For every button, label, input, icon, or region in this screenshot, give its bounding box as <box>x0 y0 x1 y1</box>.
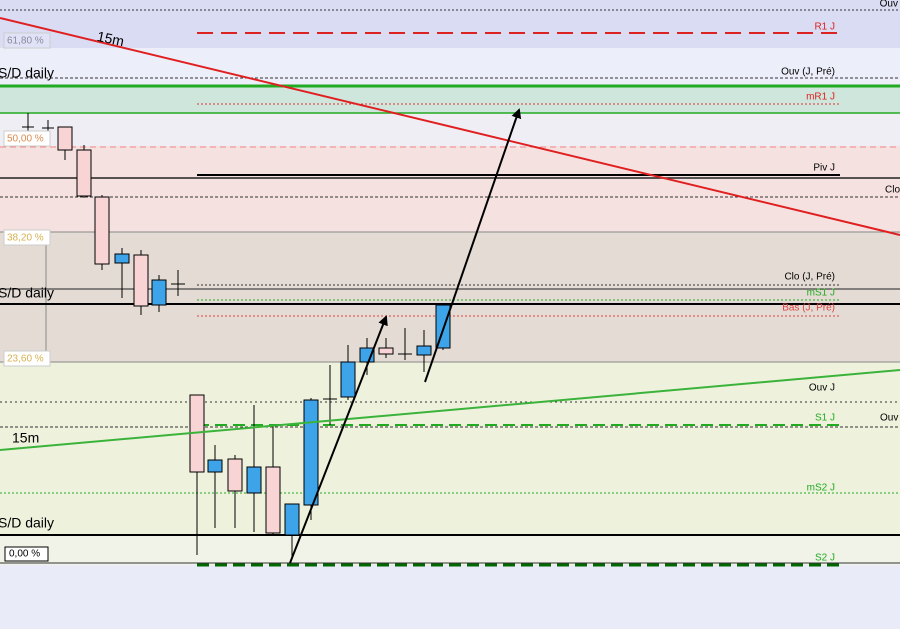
level-label: Ouv <box>880 0 898 10</box>
level-label: Ouv (J, Pré) <box>781 67 835 78</box>
zone-label: S/D daily <box>0 285 54 301</box>
zone-label: S/D daily <box>0 65 54 81</box>
timeframe-label: 15m <box>12 430 39 446</box>
fib-label: 23,60 % <box>7 354 44 365</box>
level-lines <box>0 9 900 567</box>
level-label: mR1 J <box>806 92 835 103</box>
timeframe-label: 15m <box>96 28 126 49</box>
zone-label: S/D daily <box>0 515 54 531</box>
fib-label: 50,00 % <box>7 134 44 145</box>
level-label: mS2 J <box>807 483 835 494</box>
level-label: Bas (J, Pré) <box>782 303 835 314</box>
fib-boxes <box>3 32 51 562</box>
fib-label: 61,80 % <box>7 36 44 47</box>
fib-label: 38,20 % <box>7 233 44 244</box>
level-label: R1 J <box>814 22 835 33</box>
trendlines <box>0 17 900 564</box>
level-label: S2 J <box>815 553 835 564</box>
level-label: mS1 J <box>807 288 835 299</box>
level-label: Clo <box>885 185 900 196</box>
level-label: Clo (J, Pré) <box>784 272 835 283</box>
labels: Ouv R1 J 61,80 % 15m S/D daily Ouv (J, P… <box>0 0 900 564</box>
fib-label: 0,00 % <box>9 549 40 560</box>
level-label: S1 J <box>815 413 835 424</box>
level-label: Ouv J <box>809 383 835 394</box>
level-label: Ouv <box>880 413 898 424</box>
level-label: Piv J <box>813 163 835 174</box>
